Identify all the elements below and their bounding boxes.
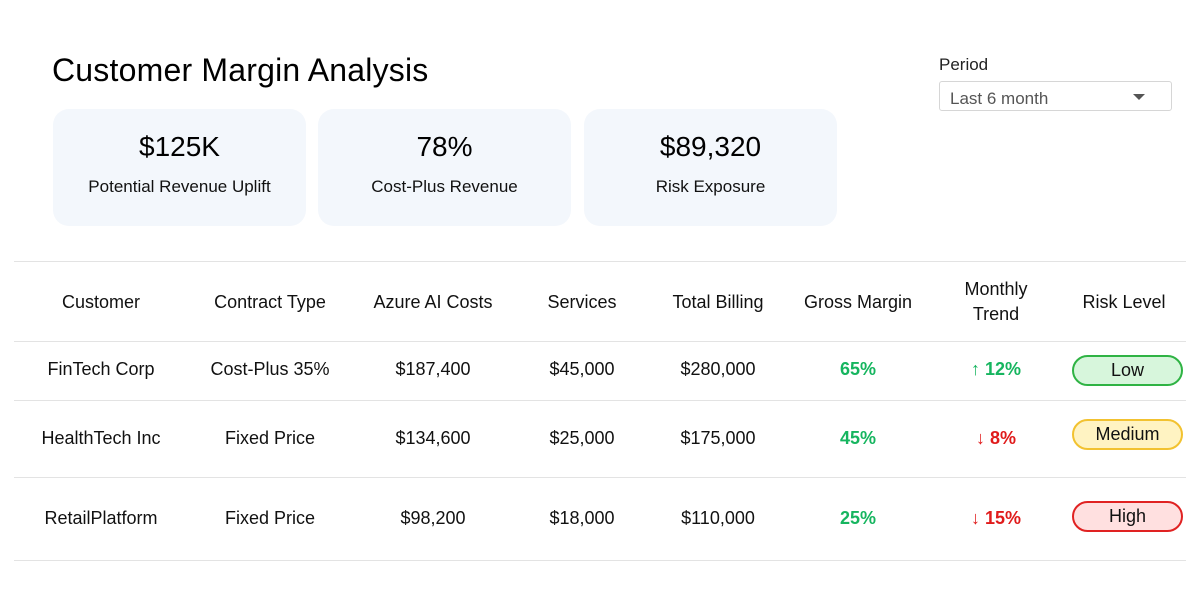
- column-header-monthly-trend-line1: Monthly: [964, 279, 1028, 299]
- cell-customer: HealthTech Inc: [41, 428, 161, 448]
- column-header-risk-level[interactable]: Risk Level: [1082, 292, 1166, 312]
- risk-badge-low: Low: [1072, 355, 1183, 386]
- table-divider: [14, 400, 1186, 401]
- column-header-services[interactable]: Services: [547, 292, 617, 312]
- table-divider: [14, 261, 1186, 262]
- table-divider: [14, 341, 1186, 342]
- cell-customer: FinTech Corp: [47, 359, 155, 379]
- kpi-card-risk-exposure: $89,320 Risk Exposure: [584, 109, 837, 226]
- kpi-label: Cost-Plus Revenue: [371, 177, 518, 196]
- table-divider: [14, 560, 1186, 561]
- cell-gross-margin: 25%: [839, 508, 877, 528]
- cell-gross-margin: 65%: [839, 359, 877, 379]
- risk-badge-high: High: [1072, 501, 1183, 532]
- kpi-value: $89,320: [659, 131, 762, 162]
- cell-services: $18,000: [549, 508, 615, 528]
- cell-total-billing: $280,000: [680, 359, 756, 379]
- period-select-value: Last 6 month: [950, 89, 1049, 108]
- cell-gross-margin: 45%: [839, 428, 877, 448]
- risk-badge-medium: Medium: [1072, 419, 1183, 450]
- period-select[interactable]: Last 6 month: [939, 81, 1172, 111]
- cell-monthly-trend-down: ↓ 15%: [970, 508, 1022, 528]
- cell-services: $25,000: [549, 428, 615, 448]
- column-header-customer[interactable]: Customer: [61, 292, 141, 312]
- kpi-value: 78%: [416, 131, 473, 162]
- cell-services: $45,000: [549, 359, 615, 379]
- column-header-contract-type[interactable]: Contract Type: [214, 292, 326, 312]
- cell-azure-ai-costs: $187,400: [395, 359, 471, 379]
- cell-monthly-trend-down: ↓ 8%: [975, 428, 1017, 448]
- cell-customer: RetailPlatform: [44, 508, 158, 528]
- cell-contract-type: Fixed Price: [224, 508, 316, 528]
- table-divider: [14, 477, 1186, 478]
- kpi-card-revenue-uplift: $125K Potential Revenue Uplift: [53, 109, 306, 226]
- kpi-value: $125K: [139, 131, 220, 162]
- cell-contract-type: Fixed Price: [224, 428, 316, 448]
- cell-azure-ai-costs: $98,200: [400, 508, 466, 528]
- kpi-card-cost-plus-revenue: 78% Cost-Plus Revenue: [318, 109, 571, 226]
- chevron-down-icon[interactable]: [1133, 94, 1145, 100]
- kpi-label: Risk Exposure: [655, 177, 766, 196]
- cell-azure-ai-costs: $134,600: [395, 428, 471, 448]
- column-header-monthly-trend[interactable]: Monthly Trend: [940, 277, 1052, 327]
- column-header-total-billing[interactable]: Total Billing: [672, 292, 764, 312]
- cell-contract-type: Cost-Plus 35%: [210, 359, 330, 379]
- page-title: Customer Margin Analysis: [52, 52, 429, 88]
- cell-total-billing: $110,000: [681, 508, 755, 528]
- column-header-monthly-trend-line2: Trend: [972, 304, 1020, 324]
- period-label: Period: [939, 55, 989, 74]
- kpi-label: Potential Revenue Uplift: [88, 177, 271, 196]
- column-header-gross-margin[interactable]: Gross Margin: [803, 292, 913, 312]
- cell-monthly-trend-up: ↑ 12%: [970, 359, 1022, 379]
- column-header-azure-ai-costs[interactable]: Azure AI Costs: [373, 292, 493, 312]
- cell-total-billing: $175,000: [680, 428, 756, 448]
